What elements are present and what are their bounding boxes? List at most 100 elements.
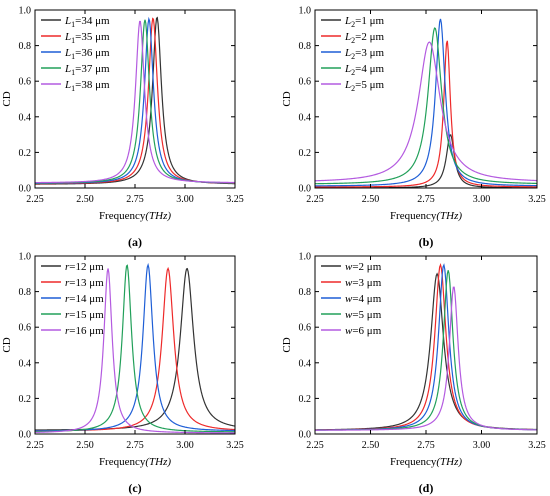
series-line-5 <box>315 41 537 182</box>
y-tick-label: 0.8 <box>299 41 312 52</box>
series-line-5 <box>315 286 537 431</box>
x-tick-label: 2.75 <box>417 440 435 451</box>
legend-entry-2: L2=2 μm <box>344 31 384 45</box>
y-tick-label: 1.0 <box>19 252 32 263</box>
y-tick-label: 0.8 <box>299 287 312 298</box>
legend-entry-3: L2=3 μm <box>344 47 384 61</box>
y-axis-title: CD <box>281 337 293 352</box>
y-tick-label: 0.2 <box>299 394 312 405</box>
y-tick-label: 0.8 <box>19 41 32 52</box>
y-tick-label: 0.0 <box>299 430 312 441</box>
panel-a: 2.25 2.50 2.75 3.00 3.25 0.0 0.2 0.4 0.6 0.8 1.0 Fr… <box>1 6 244 250</box>
series-line-5 <box>35 268 235 434</box>
y-tick-label: 1.0 <box>299 6 312 17</box>
x-axis-title: Frequency(THz) <box>390 456 462 468</box>
x-tick-label: 2.75 <box>126 440 144 451</box>
x-tick-label: 3.25 <box>528 194 546 205</box>
x-tick-label: 3.00 <box>473 194 491 205</box>
legend-entry-5: L2=5 μm <box>344 79 384 93</box>
y-axis-title: CD <box>1 91 13 106</box>
x-axis-title: Frequency(THz) <box>99 456 171 468</box>
y-tick-label: 0.4 <box>19 112 32 123</box>
legend-entry-3: r=14 μm <box>65 293 104 305</box>
y-tick-label: 0.4 <box>299 358 312 369</box>
x-tick-label: 2.25 <box>26 194 44 205</box>
series-line-3 <box>315 263 537 431</box>
legend-entry-1: L2=1 μm <box>344 15 384 29</box>
x-tick-label: 2.50 <box>362 194 380 205</box>
legend: L2=1 μm L2=2 μm L2=3 μm L2=4 μm L2=5 μm <box>321 15 384 93</box>
series-line-2 <box>315 263 537 431</box>
legend-entry-4: L2=4 μm <box>344 63 384 77</box>
x-axis-title: Frequency(THz) <box>390 210 462 222</box>
x-tick-label: 2.25 <box>306 194 324 205</box>
series-group <box>35 262 235 434</box>
y-tick-label: 0.8 <box>19 287 32 298</box>
y-tick-label: 1.0 <box>299 252 312 263</box>
y-tick-label: 0.2 <box>19 394 32 405</box>
legend-entry-2: L1=35 μm <box>64 31 110 45</box>
legend-entry-4: w=5 μm <box>345 309 382 321</box>
legend-entry-1: r=12 μm <box>65 261 104 273</box>
legend-entry-2: w=3 μm <box>345 277 382 289</box>
series-line-4 <box>35 264 235 433</box>
x-tick-label: 3.00 <box>176 194 194 205</box>
y-tick-label: 0.4 <box>19 358 32 369</box>
legend-entry-5: r=16 μm <box>65 325 104 337</box>
legend: w=2 μm w=3 μm w=4 μm w=5 μm w=6 μm <box>321 261 382 337</box>
y-tick-label: 0.4 <box>299 112 312 123</box>
x-tick-label: 2.50 <box>76 440 94 451</box>
panel-label: (a) <box>128 235 142 249</box>
legend-entry-3: w=4 μm <box>345 293 382 305</box>
legend-entry-4: r=15 μm <box>65 309 104 321</box>
y-tick-label: 0.0 <box>19 430 32 441</box>
legend-entry-5: L1=38 μm <box>64 79 110 93</box>
x-axis-title: Frequency(THz) <box>99 210 171 222</box>
series-line-1 <box>35 267 235 431</box>
series-line-5 <box>35 20 235 184</box>
series-group <box>35 16 235 185</box>
legend-entry-1: L1=34 μm <box>64 15 110 29</box>
series-line-2 <box>315 40 537 188</box>
x-tick-label: 3.00 <box>473 440 491 451</box>
series-line-3 <box>315 18 537 187</box>
x-tick-label: 2.25 <box>26 440 44 451</box>
legend-entry-4: L1=37 μm <box>64 63 110 77</box>
y-tick-label: 0.6 <box>299 323 312 334</box>
panel-label: (c) <box>128 481 141 495</box>
x-tick-label: 2.75 <box>126 194 144 205</box>
legend: r=12 μm r=13 μm r=14 μm r=15 μm r=16 μm <box>41 261 104 337</box>
y-tick-label: 0.2 <box>299 148 312 159</box>
y-tick-label: 0.0 <box>19 184 32 195</box>
legend-entry-1: w=2 μm <box>345 261 382 273</box>
legend-entry-5: w=6 μm <box>345 325 382 337</box>
panel-c: 2.25 2.50 2.75 3.00 3.25 0.0 0.2 0.4 0.6 0.8 1.0 Fr… <box>1 252 244 496</box>
y-axis-title: CD <box>281 91 293 106</box>
y-tick-label: 0.6 <box>299 77 312 88</box>
legend: L1=34 μm L1=35 μm L1=36 μm L1=37 μm L1=38 μm <box>41 15 110 93</box>
x-tick-label: 3.25 <box>528 440 546 451</box>
y-tick-label: 0.2 <box>19 148 32 159</box>
series-line-4 <box>315 27 537 185</box>
legend-entry-3: L1=36 μm <box>64 47 110 61</box>
x-tick-label: 3.00 <box>176 440 194 451</box>
x-tick-label: 2.25 <box>306 440 324 451</box>
y-axis-title: CD <box>1 337 13 352</box>
series-group <box>315 18 537 188</box>
series-line-3 <box>35 262 235 432</box>
panel-label: (d) <box>419 481 434 495</box>
panel-d: 2.25 2.50 2.75 3.00 3.25 0.0 0.2 0.4 0.6 0.8 1.0 Fr… <box>281 252 546 496</box>
y-tick-label: 0.0 <box>299 184 312 195</box>
x-tick-label: 3.25 <box>226 194 244 205</box>
panel-label: (b) <box>419 235 434 249</box>
legend-entry-2: r=13 μm <box>65 277 104 289</box>
x-tick-label: 2.50 <box>362 440 380 451</box>
x-tick-label: 2.75 <box>417 194 435 205</box>
panel-b: 2.25 2.50 2.75 3.00 3.25 0.0 0.2 0.4 0.6 0.8 1.0 Fr… <box>281 6 546 250</box>
y-tick-label: 0.6 <box>19 77 32 88</box>
y-tick-label: 0.6 <box>19 323 32 334</box>
series-group <box>315 263 537 431</box>
x-tick-label: 2.50 <box>76 194 94 205</box>
x-tick-label: 3.25 <box>226 440 244 451</box>
